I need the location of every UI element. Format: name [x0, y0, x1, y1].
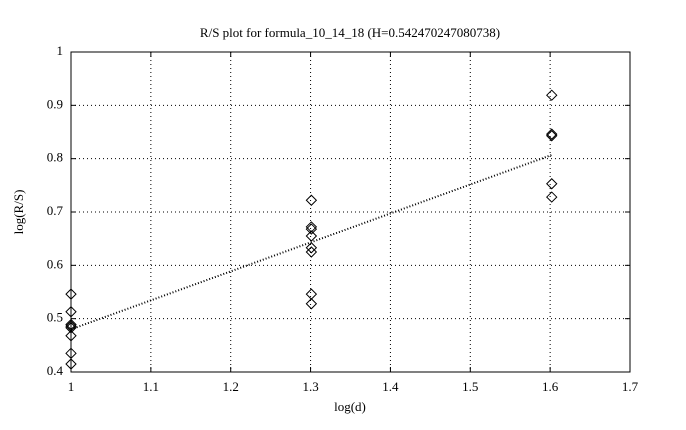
chart-title: R/S plot for formula_10_14_18 (H=0.54247… — [200, 25, 500, 40]
y-tick-label: 1 — [57, 43, 64, 58]
y-tick-label: 0.8 — [47, 150, 63, 165]
diamond-marker — [65, 322, 77, 334]
diamond-marker — [305, 230, 318, 242]
fit-line — [70, 153, 553, 331]
y-tick-label: 0.9 — [47, 96, 63, 111]
x-tick-label: 1 — [68, 379, 75, 394]
diamond-marker — [305, 223, 318, 235]
diamond-marker — [546, 130, 558, 142]
diamond-marker — [65, 358, 77, 370]
plot-frame — [70, 51, 631, 373]
diamond-marker — [65, 330, 77, 342]
x-tick-label: 1.2 — [223, 379, 239, 394]
diamond-marker — [65, 318, 77, 331]
y-tick-label: 0.7 — [47, 203, 64, 218]
x-tick-label: 1.6 — [542, 379, 559, 394]
y-tick-label: 0.6 — [47, 256, 64, 271]
diamond-marker — [546, 178, 558, 190]
x-axis-label: log(d) — [334, 399, 366, 414]
y-axis-label: log(R/S) — [11, 190, 26, 235]
x-tick-label: 1.1 — [143, 379, 159, 394]
x-tick-label: 1.7 — [622, 379, 639, 394]
diamond-marker — [305, 221, 318, 233]
y-tick-label: 0.5 — [47, 310, 63, 325]
diamond-marker — [305, 298, 318, 310]
y-tick-label: 0.4 — [47, 363, 64, 378]
diamond-marker — [305, 246, 318, 258]
diamond-marker — [546, 89, 558, 101]
x-tick-label: 1.5 — [462, 379, 478, 394]
x-tick-label: 1.4 — [382, 379, 399, 394]
diamond-marker — [65, 306, 77, 318]
diamond-marker — [305, 242, 318, 254]
diamond-marker — [305, 194, 318, 206]
diamond-marker — [546, 128, 558, 140]
x-tick-label: 1.3 — [302, 379, 318, 394]
diamond-marker — [65, 288, 77, 300]
diamond-marker — [546, 191, 558, 203]
